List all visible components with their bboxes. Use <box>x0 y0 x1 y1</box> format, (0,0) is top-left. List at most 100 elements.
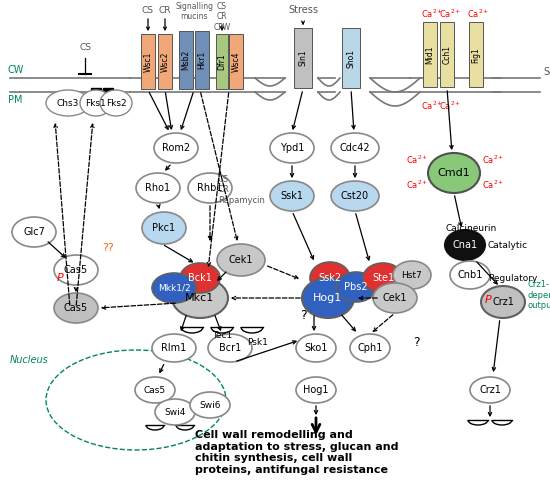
Ellipse shape <box>142 212 186 244</box>
Ellipse shape <box>450 261 490 289</box>
Bar <box>423 23 437 87</box>
Ellipse shape <box>331 181 379 211</box>
Text: Cdc42: Cdc42 <box>340 143 370 153</box>
Text: Rho1: Rho1 <box>145 183 170 193</box>
Text: Mid1: Mid1 <box>426 46 434 64</box>
Text: Hog1: Hog1 <box>303 385 329 395</box>
Ellipse shape <box>302 278 354 318</box>
Ellipse shape <box>135 377 175 403</box>
Text: Chs3: Chs3 <box>57 98 79 108</box>
Text: Hog1: Hog1 <box>314 293 343 303</box>
Text: Fks2: Fks2 <box>106 98 127 108</box>
Text: Ca$^{2+}$: Ca$^{2+}$ <box>467 8 489 20</box>
Text: Cmd1: Cmd1 <box>438 168 470 178</box>
Text: Mkc1: Mkc1 <box>185 293 215 303</box>
Text: Cas5: Cas5 <box>144 385 166 395</box>
Text: Ca$^{2+}$: Ca$^{2+}$ <box>439 100 461 113</box>
Ellipse shape <box>270 181 314 211</box>
Text: CS: CS <box>142 6 154 15</box>
Text: Wsc4: Wsc4 <box>232 52 240 72</box>
Text: P: P <box>485 295 491 305</box>
Ellipse shape <box>470 377 510 403</box>
Text: Cell wall remodelling and
adaptation to stress, glucan and
chitin synthesis, cel: Cell wall remodelling and adaptation to … <box>195 430 399 475</box>
Text: Stress: Stress <box>288 5 318 15</box>
Bar <box>141 35 155 89</box>
Bar <box>342 28 360 88</box>
Text: CS
CR
Rapamycin: CS CR Rapamycin <box>218 175 265 205</box>
Text: Swi6: Swi6 <box>199 401 221 410</box>
Text: P: P <box>57 273 63 283</box>
Text: Dfr1: Dfr1 <box>217 54 227 70</box>
Bar <box>91 88 101 98</box>
Ellipse shape <box>350 334 390 362</box>
Text: ?: ? <box>300 308 306 322</box>
Text: Rhb1: Rhb1 <box>197 183 223 193</box>
Text: Bcr1: Bcr1 <box>219 343 241 353</box>
Ellipse shape <box>481 286 525 318</box>
Bar <box>440 23 454 87</box>
Text: Sensors: Sensors <box>543 67 550 77</box>
Ellipse shape <box>363 263 403 293</box>
Text: Nucleus: Nucleus <box>10 355 49 365</box>
Text: Catalytic: Catalytic <box>488 241 528 249</box>
Bar <box>158 35 172 89</box>
Text: Wsc2: Wsc2 <box>161 52 169 72</box>
Ellipse shape <box>152 273 196 303</box>
Text: Pkc1: Pkc1 <box>152 223 175 233</box>
Ellipse shape <box>172 278 228 318</box>
Bar <box>216 35 228 89</box>
Ellipse shape <box>12 217 56 247</box>
Ellipse shape <box>445 230 485 260</box>
Text: Cna1: Cna1 <box>453 240 477 250</box>
Ellipse shape <box>296 334 336 362</box>
Text: Cas5: Cas5 <box>64 303 88 313</box>
Text: Bck1: Bck1 <box>188 273 212 283</box>
Text: Rom2: Rom2 <box>162 143 190 153</box>
Text: Sho1: Sho1 <box>346 48 355 68</box>
Ellipse shape <box>152 334 196 362</box>
Text: Ste1: Ste1 <box>372 273 394 283</box>
Text: Cnb1: Cnb1 <box>457 270 483 280</box>
Text: Ssk2: Ssk2 <box>318 273 342 283</box>
Ellipse shape <box>296 377 336 403</box>
Ellipse shape <box>46 90 90 116</box>
Bar <box>469 23 483 87</box>
Text: Ca$^{2+}$: Ca$^{2+}$ <box>439 8 461 20</box>
Ellipse shape <box>180 263 220 293</box>
Ellipse shape <box>331 133 379 163</box>
Ellipse shape <box>336 272 376 302</box>
Ellipse shape <box>100 90 132 116</box>
Ellipse shape <box>154 133 198 163</box>
Text: PM: PM <box>8 95 23 105</box>
Bar <box>229 35 243 89</box>
Bar <box>195 31 209 89</box>
Text: Cph1: Cph1 <box>358 343 383 353</box>
Text: Ca$^{2+}$: Ca$^{2+}$ <box>406 154 428 166</box>
Ellipse shape <box>270 133 314 163</box>
Bar <box>103 88 113 98</box>
Text: Sln1: Sln1 <box>299 50 307 66</box>
Text: Cch1: Cch1 <box>443 45 452 65</box>
Text: Fks1: Fks1 <box>86 98 106 108</box>
Text: Hkr1: Hkr1 <box>197 51 206 69</box>
Text: Signalling
mucins: Signalling mucins <box>175 2 213 21</box>
Ellipse shape <box>208 334 252 362</box>
Text: Wsc1: Wsc1 <box>144 52 152 72</box>
Text: Rlm1: Rlm1 <box>161 343 186 353</box>
Bar <box>294 28 312 88</box>
Text: Cek1: Cek1 <box>229 255 253 265</box>
Ellipse shape <box>136 173 180 203</box>
Text: Hst7: Hst7 <box>402 271 422 280</box>
Ellipse shape <box>217 244 265 276</box>
Text: Calcineurin: Calcineurin <box>445 223 496 233</box>
Text: Crz1: Crz1 <box>479 385 501 395</box>
Text: Cek1: Cek1 <box>383 293 407 303</box>
Text: ??: ?? <box>102 243 114 253</box>
Text: Ssk1: Ssk1 <box>280 191 304 201</box>
Text: Crz1-
dependent
output: Crz1- dependent output <box>528 280 550 310</box>
Text: Msb2: Msb2 <box>182 50 190 70</box>
Text: Cas5: Cas5 <box>64 265 88 275</box>
Text: CS
CR
CFW: CS CR CFW <box>213 2 230 32</box>
Text: Tec1: Tec1 <box>212 330 232 339</box>
Text: CW: CW <box>8 65 24 75</box>
